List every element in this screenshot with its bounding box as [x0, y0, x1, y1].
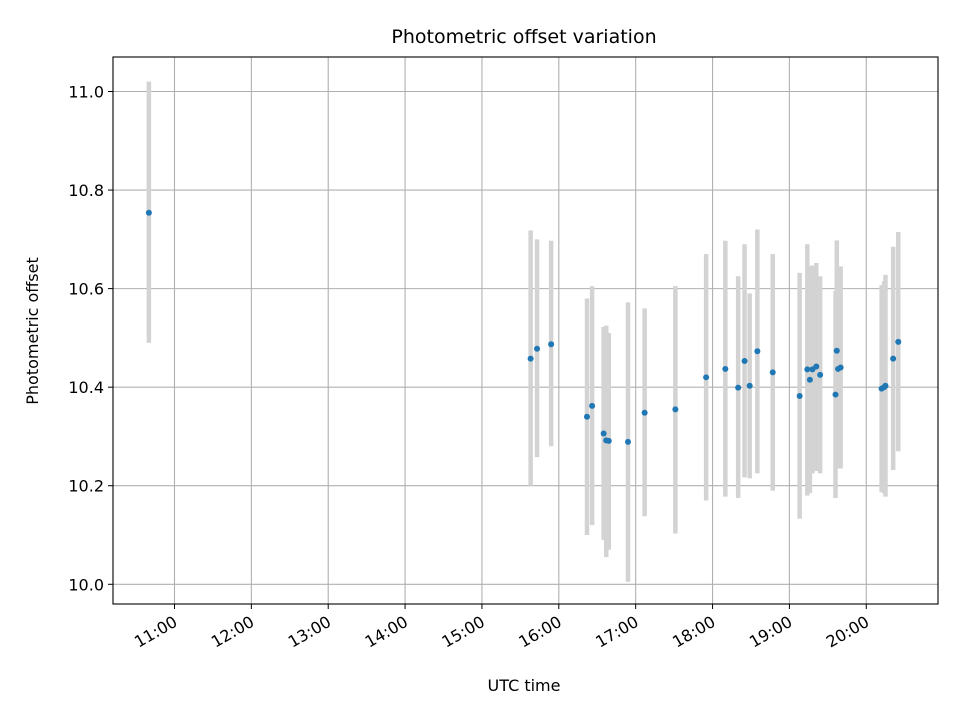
y-tick-label: 11.0: [68, 82, 104, 101]
data-point: [735, 384, 742, 391]
data-point: [534, 345, 541, 352]
data-point: [813, 363, 820, 370]
data-point: [882, 382, 889, 389]
data-point: [806, 376, 813, 383]
data-point: [754, 348, 761, 355]
data-point: [589, 402, 596, 409]
y-axis-label: Photometric offset: [23, 257, 42, 405]
data-point: [600, 430, 607, 437]
chart-title: Photometric offset variation: [391, 26, 656, 48]
data-point: [890, 355, 897, 362]
data-point: [895, 338, 902, 345]
data-point: [672, 406, 679, 413]
x-axis-label: UTC time: [488, 676, 561, 695]
data-point: [641, 409, 648, 416]
data-point: [145, 209, 152, 216]
data-point: [605, 437, 612, 444]
data-point: [769, 369, 776, 376]
data-point: [741, 358, 748, 365]
y-tick-label: 10.8: [68, 181, 104, 200]
data-point: [722, 365, 729, 372]
data-point: [796, 393, 803, 400]
axes-frame: [112, 56, 939, 605]
data-point: [837, 364, 844, 371]
data-point: [624, 438, 631, 445]
data-point: [833, 347, 840, 354]
data-point: [548, 341, 555, 348]
data-point: [527, 355, 534, 362]
y-tick-label: 10.2: [68, 477, 104, 496]
y-tick-labels: 10.0 10.2 10.4 10.6 10.8 11.0: [68, 82, 104, 594]
data-point: [746, 382, 753, 389]
grid: [113, 57, 938, 604]
data-point: [583, 413, 590, 420]
data-point: [817, 371, 824, 378]
data-point: [703, 374, 710, 381]
ticks: [108, 90, 867, 609]
data-point: [832, 391, 839, 398]
data-points: [145, 209, 902, 445]
data-point: [804, 366, 811, 373]
y-tick-label: 10.6: [68, 280, 104, 299]
y-tick-label: 10.0: [68, 575, 104, 594]
y-tick-label: 10.4: [68, 378, 104, 397]
